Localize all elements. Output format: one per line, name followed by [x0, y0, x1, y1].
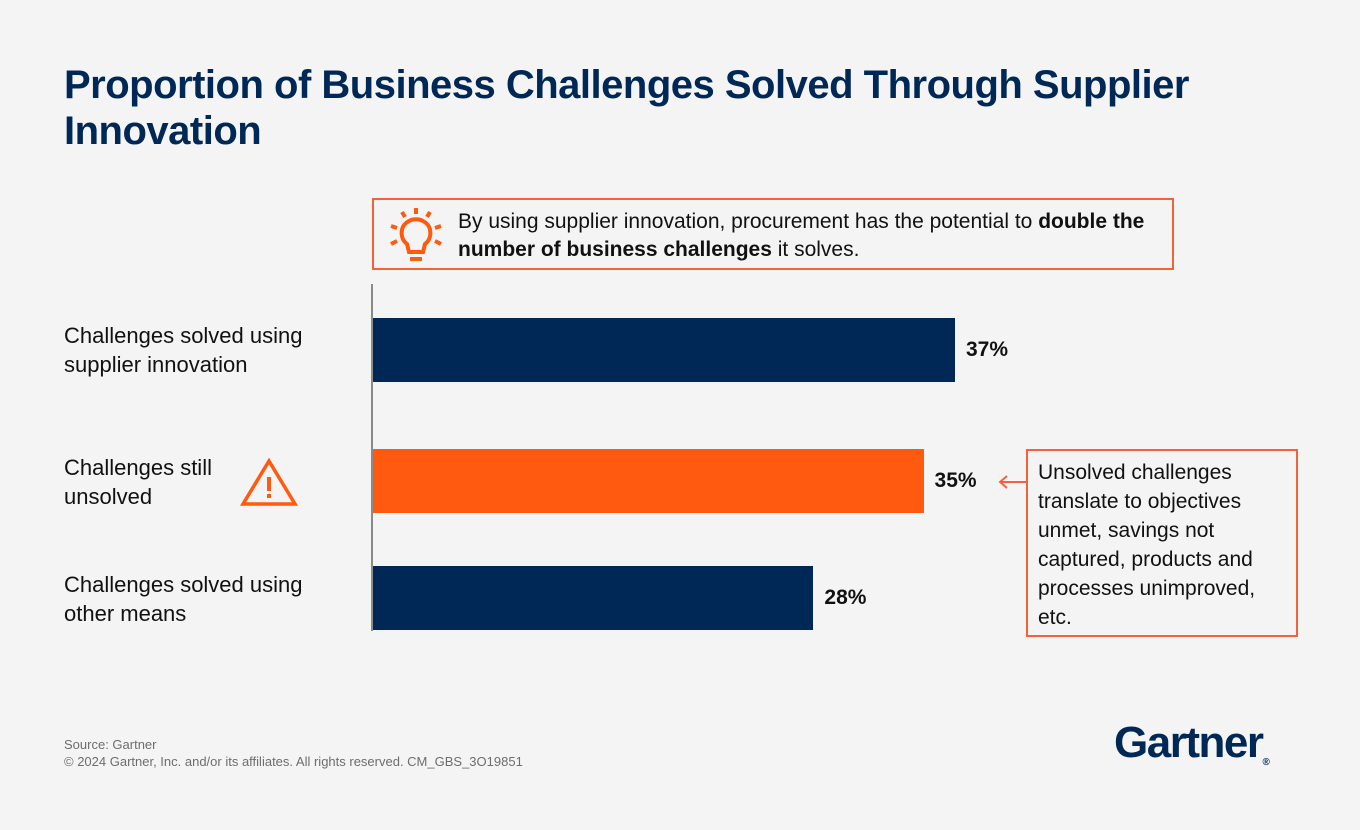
chart-title: Proportion of Business Challenges Solved…: [64, 63, 1189, 153]
bar-1: [373, 449, 924, 513]
lightbulb-icon: [390, 208, 442, 261]
insight-callout: By using supplier innovation, procuremen…: [372, 198, 1174, 270]
logo-text: Gartner: [1114, 718, 1264, 767]
bar-2: [373, 566, 814, 630]
y-axis-line: [371, 284, 373, 631]
category-label: Challenges solved using other means: [64, 572, 303, 626]
value-label: 35%: [934, 469, 977, 492]
footer: Source: Gartner © 2024 Gartner, Inc. and…: [64, 736, 523, 770]
value-label: 28%: [824, 586, 867, 609]
copyright-text: © 2024 Gartner, Inc. and/or its affiliat…: [64, 754, 523, 769]
callout-text: By using supplier innovation, procuremen…: [458, 208, 1172, 264]
unsolved-note: Unsolved challenges translate to objecti…: [1026, 449, 1298, 637]
value-label: 37%: [966, 338, 1009, 361]
warning-icon: [240, 457, 298, 506]
category-label: Challenges solved using supplier innovat…: [64, 323, 303, 377]
bar-0: [373, 318, 955, 382]
source-text: Source: Gartner: [64, 737, 157, 752]
callout-text-pre: By using supplier innovation, procuremen…: [458, 210, 1039, 233]
callout-text-post: it solves.: [771, 238, 860, 261]
gartner-logo: Gartner®: [1114, 718, 1270, 768]
arrow-left-icon: [998, 475, 1026, 489]
category-label: Challenges still unsolved: [64, 455, 212, 509]
callout-text-bold: double the number of business challenges: [458, 210, 1145, 261]
